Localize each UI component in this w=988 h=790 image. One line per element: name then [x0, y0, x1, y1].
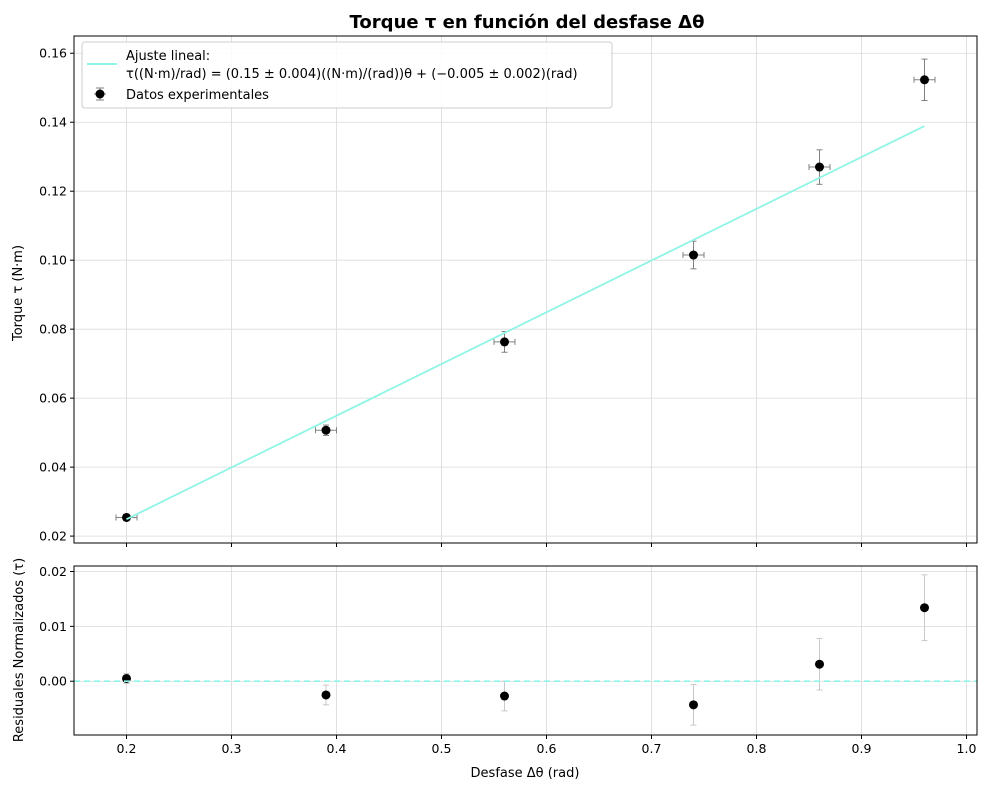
resid-data-point	[500, 680, 509, 712]
resid-data-marker	[815, 659, 824, 669]
resid-data-point	[689, 684, 698, 726]
chart-title: Torque τ en función del desfase Δθ	[350, 12, 705, 33]
resid-data-point	[321, 684, 331, 706]
main-data-marker	[500, 337, 509, 347]
resid-data-marker	[321, 690, 331, 700]
main-y-tick-label: 0.02	[39, 529, 67, 544]
legend-data-marker	[95, 89, 105, 99]
main-data-point	[115, 512, 138, 522]
main-y-tick-label: 0.06	[39, 391, 67, 406]
main-data-marker	[321, 425, 331, 435]
resid-x-tick-label: 0.4	[327, 741, 347, 756]
main-y-tick-label: 0.10	[39, 253, 67, 268]
main-data-marker	[122, 512, 131, 522]
resid-x-tick-label: 0.5	[432, 741, 452, 756]
legend-data-label: Datos experimentales	[126, 88, 269, 103]
legend: Ajuste lineal: τ((N·m)/rad) = (0.15 ± 0.…	[81, 41, 613, 109]
main-y-tick-label: 0.16	[39, 46, 67, 61]
main-y-tick-label: 0.14	[39, 115, 67, 130]
main-y-tick-label: 0.12	[39, 184, 67, 199]
main-data-point	[913, 58, 936, 101]
main-data-point	[682, 240, 705, 270]
fit-line	[126, 125, 925, 521]
main-y-tick-label: 0.08	[39, 322, 67, 337]
resid-x-tick-label: 0.3	[222, 741, 242, 756]
main-data-point	[808, 149, 831, 185]
x-axis-label: Desfase Δθ (rad)	[471, 766, 580, 781]
legend-fit-equation: τ((N·m)/rad) = (0.15 ± 0.004)((N·m)/(rad…	[126, 67, 578, 82]
main-data-point	[493, 331, 516, 353]
resid-x-tick-label: 0.8	[747, 741, 767, 756]
main-y-tick-label: 0.04	[39, 460, 67, 475]
legend-box	[81, 41, 613, 109]
resid-x-tick-label: 1.0	[957, 741, 977, 756]
resid-x-tick-label: 0.2	[117, 741, 137, 756]
main-y-axis-label: Torque τ (N·m)	[11, 245, 26, 342]
main-plot: 0.02 0.04 0.06 0.08 0.10 0.12 0.14 0.16	[39, 35, 978, 547]
resid-axes-frame	[73, 565, 978, 736]
main-data-point	[315, 424, 337, 436]
resid-y-tick-label: 0.01	[39, 619, 67, 634]
main-data-marker	[689, 250, 698, 260]
resid-data-point	[815, 637, 824, 691]
resid-x-tick-label: 0.7	[642, 741, 662, 756]
resid-x-tick-label: 0.6	[537, 741, 557, 756]
main-data-marker	[815, 162, 824, 172]
resid-x-tick-label: 0.9	[852, 741, 872, 756]
residuals-y-axis-label: Residuales Normalizados (τ)	[12, 558, 27, 742]
resid-data-marker	[500, 691, 509, 701]
legend-fit-label: Ajuste lineal:	[126, 49, 210, 64]
resid-y-tick-label: 0.00	[39, 674, 67, 689]
main-data-marker	[920, 75, 929, 85]
resid-data-marker	[920, 603, 929, 613]
resid-data-marker	[689, 700, 698, 710]
resid-y-tick-label: 0.02	[39, 564, 67, 579]
residuals-plot: 0.00 0.01 0.02 0.2 0.3 0.4 0.5 0.6 0.7 0.8 0.9 1.0	[39, 564, 978, 756]
resid-data-point	[920, 574, 929, 642]
main-axes-frame	[73, 35, 978, 544]
